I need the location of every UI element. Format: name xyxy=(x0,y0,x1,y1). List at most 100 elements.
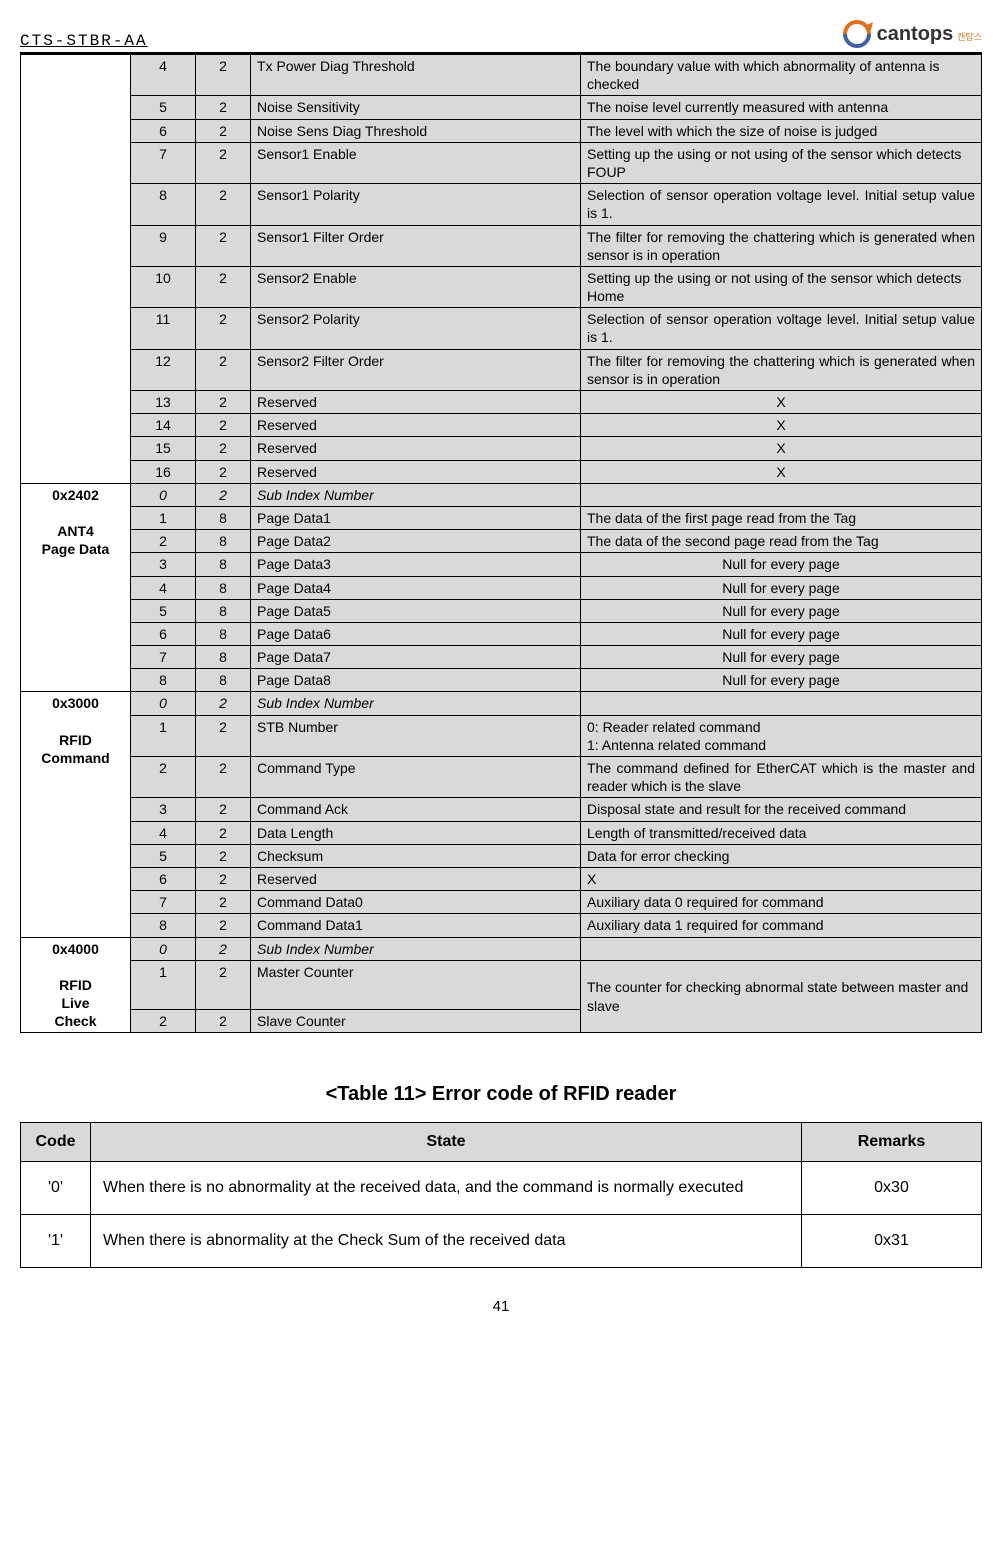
param-desc: Null for every page xyxy=(581,599,982,622)
sub-index: 7 xyxy=(131,891,196,914)
size: 2 xyxy=(196,437,251,460)
sub-index: 5 xyxy=(131,96,196,119)
param-name: Command Type xyxy=(251,757,581,798)
table-row: 52Noise SensitivityThe noise level curre… xyxy=(21,96,982,119)
sub-index: 4 xyxy=(131,576,196,599)
size: 8 xyxy=(196,553,251,576)
table-row: 52ChecksumData for error checking xyxy=(21,844,982,867)
param-desc: The filter for removing the chattering w… xyxy=(581,225,982,266)
size: 2 xyxy=(196,55,251,96)
size: 2 xyxy=(196,225,251,266)
error-remarks: 0x31 xyxy=(802,1215,982,1268)
table-row: 62Noise Sens Diag ThresholdThe level wit… xyxy=(21,119,982,142)
error-code: '1' xyxy=(21,1215,91,1268)
param-name: Master Counter xyxy=(251,960,581,1010)
sub-index: 3 xyxy=(131,798,196,821)
param-name: Page Data2 xyxy=(251,530,581,553)
sub-index: 4 xyxy=(131,55,196,96)
sub-index: 12 xyxy=(131,349,196,390)
error-state: When there is abnormality at the Check S… xyxy=(91,1215,802,1268)
table-row: 12Master CounterThe counter for checking… xyxy=(21,960,982,1010)
error-code-table: Code State Remarks '0'When there is no a… xyxy=(20,1122,982,1268)
size: 2 xyxy=(196,937,251,960)
param-desc: Null for every page xyxy=(581,646,982,669)
size: 8 xyxy=(196,599,251,622)
size: 2 xyxy=(196,914,251,937)
param-name: Page Data4 xyxy=(251,576,581,599)
table-row: 92Sensor1 Filter OrderThe filter for rem… xyxy=(21,225,982,266)
table-row: 42Data LengthLength of transmitted/recei… xyxy=(21,821,982,844)
param-name: Page Data7 xyxy=(251,646,581,669)
sub-index: 7 xyxy=(131,142,196,183)
size: 8 xyxy=(196,669,251,692)
sub-index: 6 xyxy=(131,622,196,645)
param-desc: 0: Reader related command 1: Antenna rel… xyxy=(581,715,982,756)
sub-index: 8 xyxy=(131,914,196,937)
param-desc: Null for every page xyxy=(581,576,982,599)
sub-index: 1 xyxy=(131,715,196,756)
param-desc: Selection of sensor operation voltage le… xyxy=(581,308,982,349)
param-desc: X xyxy=(581,391,982,414)
col-code: Code xyxy=(21,1123,91,1162)
sub-index: 16 xyxy=(131,460,196,483)
table-row: 82Command Data1Auxiliary data 1 required… xyxy=(21,914,982,937)
table-row: 0x4000 RFID Live Check02Sub Index Number xyxy=(21,937,982,960)
error-remarks: 0x30 xyxy=(802,1162,982,1215)
param-name: Page Data1 xyxy=(251,506,581,529)
size: 8 xyxy=(196,530,251,553)
param-desc: Null for every page xyxy=(581,669,982,692)
sub-index: 2 xyxy=(131,757,196,798)
doc-id: CTS-STBR-AA xyxy=(20,32,148,52)
table-header-row: Code State Remarks xyxy=(21,1123,982,1162)
param-name: Reserved xyxy=(251,437,581,460)
table-row: 62ReservedX xyxy=(21,867,982,890)
size: 8 xyxy=(196,576,251,599)
table-row: 42Tx Power Diag ThresholdThe boundary va… xyxy=(21,55,982,96)
param-desc: The command defined for EtherCAT which i… xyxy=(581,757,982,798)
param-name: Reserved xyxy=(251,460,581,483)
param-desc: Selection of sensor operation voltage le… xyxy=(581,184,982,225)
table-row: 78Page Data7Null for every page xyxy=(21,646,982,669)
table-row: 32Command AckDisposal state and result f… xyxy=(21,798,982,821)
sub-index: 6 xyxy=(131,119,196,142)
sub-index: 14 xyxy=(131,414,196,437)
size: 8 xyxy=(196,506,251,529)
size: 2 xyxy=(196,96,251,119)
size: 2 xyxy=(196,798,251,821)
param-desc: Length of transmitted/received data xyxy=(581,821,982,844)
sub-index: 8 xyxy=(131,669,196,692)
table-row: 12STB Number0: Reader related command 1:… xyxy=(21,715,982,756)
table-row: 68Page Data6Null for every page xyxy=(21,622,982,645)
param-desc: The data of the first page read from the… xyxy=(581,506,982,529)
size: 2 xyxy=(196,757,251,798)
param-name: Command Data0 xyxy=(251,891,581,914)
param-desc: Disposal state and result for the receiv… xyxy=(581,798,982,821)
sub-index: 15 xyxy=(131,437,196,460)
param-name: Sensor2 Polarity xyxy=(251,308,581,349)
sub-index: 2 xyxy=(131,1010,196,1033)
param-desc: X xyxy=(581,867,982,890)
size: 2 xyxy=(196,692,251,715)
param-name: Page Data3 xyxy=(251,553,581,576)
param-name: Sub Index Number xyxy=(251,483,581,506)
param-name: Noise Sensitivity xyxy=(251,96,581,119)
col-remarks: Remarks xyxy=(802,1123,982,1162)
param-desc xyxy=(581,692,982,715)
size: 2 xyxy=(196,891,251,914)
sub-index: 1 xyxy=(131,960,196,1010)
group-label: 0x4000 RFID Live Check xyxy=(21,937,131,1033)
table-row: 48Page Data4Null for every page xyxy=(21,576,982,599)
param-desc xyxy=(581,937,982,960)
logo-text-wrap: cantops 캔탑스 xyxy=(877,23,982,46)
param-desc: The filter for removing the chattering w… xyxy=(581,349,982,390)
param-name: Tx Power Diag Threshold xyxy=(251,55,581,96)
table-row: 102Sensor2 EnableSetting up the using or… xyxy=(21,266,982,307)
parameter-table: 42Tx Power Diag ThresholdThe boundary va… xyxy=(20,54,982,1033)
size: 2 xyxy=(196,821,251,844)
param-desc: The level with which the size of noise i… xyxy=(581,119,982,142)
param-name: Data Length xyxy=(251,821,581,844)
sub-index: 13 xyxy=(131,391,196,414)
table-row: 28Page Data2The data of the second page … xyxy=(21,530,982,553)
param-name: Sub Index Number xyxy=(251,937,581,960)
table-row: 0x3000 RFID Command02Sub Index Number xyxy=(21,692,982,715)
